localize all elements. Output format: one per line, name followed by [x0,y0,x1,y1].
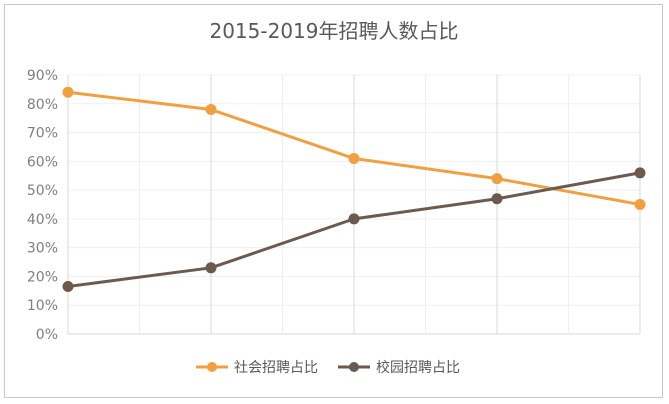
legend-label: 校园招聘占比 [376,359,460,376]
y-tick-label: 50% [27,183,58,199]
data-point [205,262,217,274]
data-point [62,86,74,98]
y-tick-label: 0% [36,327,58,343]
y-axis-ticks: 0% 10% 20% 30% 40% 50% 60% 70% 80% 90% [27,68,58,343]
data-point [634,199,646,210]
y-tick-label: 80% [27,97,58,113]
legend-marker [349,362,359,372]
data-point [491,193,503,205]
y-tick-label: 40% [27,212,58,228]
series-group [62,86,646,293]
y-tick-label: 10% [27,298,58,314]
y-tick-label: 90% [27,68,58,84]
data-point [348,152,360,164]
y-tick-label: 30% [27,241,58,257]
chart-title: 2015-2019年招聘人数占比 [209,19,458,43]
data-point [348,213,360,225]
legend-label: 社会招聘占比 [234,360,318,376]
grid-lines [67,74,641,335]
y-tick-label: 20% [27,269,58,285]
data-point [62,281,74,293]
y-tick-label: 70% [27,126,58,142]
legend-marker [207,362,217,372]
y-tick-label: 60% [27,154,58,170]
data-point [205,104,217,116]
chart-frame [4,4,663,398]
data-point [634,167,646,179]
legend: 社会招聘占比 校园招聘占比 [196,359,460,376]
data-point [491,173,503,185]
